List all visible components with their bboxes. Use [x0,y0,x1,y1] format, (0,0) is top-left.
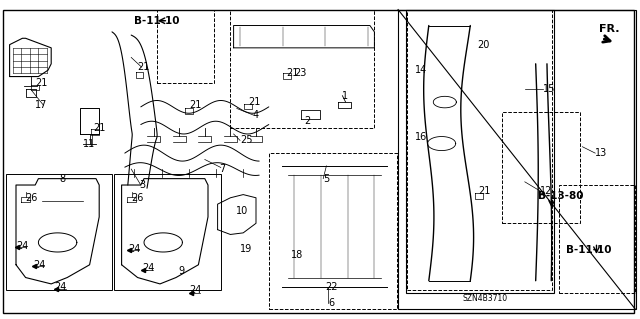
Text: 12: 12 [540,186,552,197]
Text: 18: 18 [291,250,303,260]
Text: 16: 16 [415,132,427,142]
Text: B-13-80: B-13-80 [538,191,583,201]
Text: 21: 21 [286,68,298,78]
Text: 10: 10 [236,205,248,216]
Text: 25: 25 [240,135,253,145]
Text: 24: 24 [189,285,201,295]
Text: 17: 17 [35,100,47,110]
Text: 5: 5 [323,174,330,184]
Text: 2: 2 [305,116,311,126]
Text: 22: 22 [325,282,338,292]
Text: 13: 13 [595,148,607,158]
Bar [559,185,635,293]
Text: 26: 26 [131,193,143,203]
Text: 19: 19 [240,244,252,254]
Text: 3: 3 [140,180,146,190]
Bar [502,112,580,223]
Text: 24: 24 [128,244,140,254]
Bar [407,10,552,290]
Text: B-11-10: B-11-10 [566,245,612,256]
Bar [230,10,374,128]
Text: 1: 1 [342,91,349,101]
Text: 11: 11 [83,138,95,149]
Text: 23: 23 [294,68,307,78]
Bar [406,10,554,293]
Text: 21: 21 [93,122,105,133]
Text: 24: 24 [33,260,45,270]
Text: 4: 4 [253,110,259,120]
Text: 9: 9 [178,266,184,276]
Text: FR.: FR. [599,24,620,34]
Bar [157,10,214,83]
Text: 7: 7 [219,164,225,174]
Text: 21: 21 [189,100,201,110]
Text: 24: 24 [142,263,154,273]
Bar [398,10,636,309]
Bar [114,174,221,290]
Bar [6,174,112,290]
Text: 14: 14 [415,65,427,75]
Text: 26: 26 [26,193,38,203]
Text: B-11-10: B-11-10 [134,16,180,26]
Text: 21: 21 [248,97,260,107]
Text: SZN4B3710: SZN4B3710 [462,294,508,303]
Text: 20: 20 [477,40,489,50]
Text: 6: 6 [328,298,335,308]
Bar [269,153,397,309]
Text: 21: 21 [479,186,491,197]
Text: 21: 21 [35,78,47,88]
Text: 15: 15 [543,84,555,94]
Text: 21: 21 [138,62,150,72]
Text: 24: 24 [54,282,67,292]
Text: 24: 24 [16,241,28,251]
Text: 8: 8 [60,174,66,184]
